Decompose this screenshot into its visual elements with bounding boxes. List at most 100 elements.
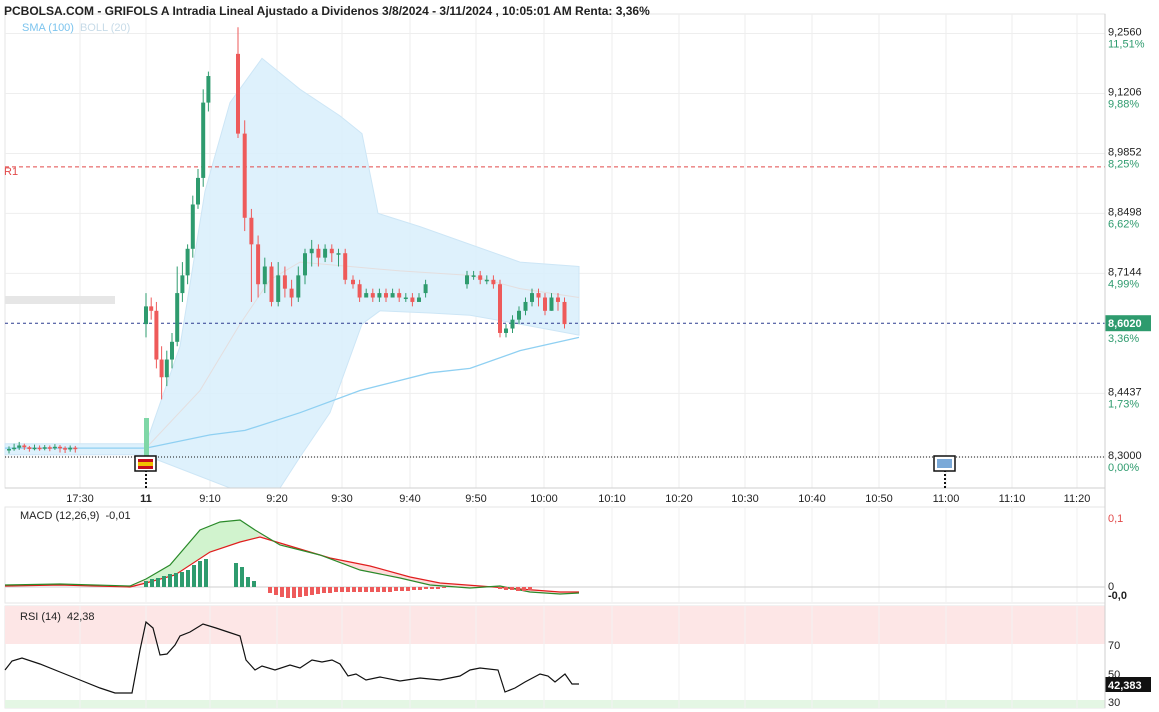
candle-body bbox=[423, 284, 428, 294]
indicator-legend: SMA (100) BOLL (20) bbox=[22, 22, 130, 34]
candle-body bbox=[543, 297, 547, 311]
macd-histogram-bar bbox=[286, 587, 290, 598]
price-tick-label: 9,1206 bbox=[1108, 86, 1142, 98]
candle-body bbox=[562, 301, 567, 325]
macd-histogram-bar bbox=[504, 587, 508, 590]
macd-histogram-bar bbox=[376, 587, 380, 592]
macd-histogram-bar bbox=[174, 573, 178, 587]
candle-body bbox=[276, 275, 281, 302]
candle-body bbox=[397, 293, 402, 298]
rsi-axis-label: 70 bbox=[1108, 640, 1120, 652]
macd-histogram-bar bbox=[280, 587, 284, 597]
opening-bar bbox=[144, 418, 149, 461]
rsi-overbought-zone bbox=[5, 606, 1105, 644]
rsi-line bbox=[4, 620, 579, 694]
spain-flag-stripe bbox=[138, 466, 153, 469]
candle-body bbox=[196, 177, 200, 205]
resistance-label: R1 bbox=[4, 166, 19, 178]
macd-histogram-bar bbox=[162, 576, 166, 587]
price-tick-label: 8,3000 bbox=[1108, 450, 1142, 462]
candle-body bbox=[17, 445, 22, 448]
percent-tick-label: 1,73% bbox=[1108, 398, 1139, 410]
candle-body bbox=[410, 297, 415, 302]
candle-body bbox=[390, 293, 395, 298]
time-tick-label: 9:40 bbox=[399, 493, 420, 505]
macd-histogram-bar bbox=[246, 577, 250, 587]
price-tick-label: 8,8498 bbox=[1108, 206, 1142, 218]
macd-histogram-bar bbox=[430, 587, 434, 589]
percent-tick-label: 11,51% bbox=[1108, 38, 1145, 50]
macd-histogram-bar bbox=[400, 587, 404, 591]
macd-histogram-bar bbox=[198, 561, 202, 587]
rsi-current-label: 42,383 bbox=[1108, 680, 1142, 692]
macd-axis-label: -0,0 bbox=[1108, 590, 1127, 602]
macd-axis-label: 0 bbox=[1108, 581, 1114, 593]
candle-body bbox=[63, 448, 68, 450]
candle-body bbox=[185, 248, 190, 276]
candle-body bbox=[289, 288, 294, 298]
news-event-icon-fill bbox=[937, 459, 952, 468]
candle-body bbox=[149, 306, 154, 311]
candle-body bbox=[236, 53, 240, 134]
candle-body bbox=[510, 319, 515, 329]
percent-tick-label: 0,00% bbox=[1108, 462, 1139, 474]
macd-histogram-bar bbox=[304, 587, 308, 596]
macd-panel-frame bbox=[4, 506, 1106, 604]
macd-histogram-bar bbox=[406, 587, 410, 591]
macd-histogram-bar bbox=[418, 587, 422, 590]
candle-body bbox=[549, 297, 554, 311]
macd-line bbox=[4, 519, 580, 595]
candle-body bbox=[517, 310, 521, 320]
candle-body bbox=[22, 445, 27, 448]
candle-body bbox=[282, 275, 287, 289]
percent-tick-label: 9,88% bbox=[1108, 98, 1139, 110]
candle-body bbox=[47, 447, 52, 449]
candle-body bbox=[144, 306, 148, 325]
macd-histogram-bar bbox=[168, 574, 172, 587]
rsi-axis-label: 30 bbox=[1108, 697, 1120, 709]
candle-body bbox=[364, 293, 369, 298]
boll-label[interactable]: BOLL (20) bbox=[79, 22, 131, 34]
candle-body bbox=[504, 328, 508, 333]
candle-body bbox=[249, 217, 254, 245]
macd-histogram-bar bbox=[412, 587, 416, 590]
time-tick-label: 9:30 bbox=[331, 493, 352, 505]
macd-histogram-bar bbox=[358, 587, 362, 592]
rsi-title: RSI (14) 42,38 bbox=[20, 611, 95, 623]
macd-histogram-bar bbox=[234, 563, 238, 587]
macd-histogram-bar bbox=[442, 587, 446, 588]
candle-body bbox=[262, 266, 267, 285]
candle-body bbox=[58, 446, 62, 449]
candle-body bbox=[478, 275, 483, 280]
macd-histogram-bar bbox=[352, 587, 356, 592]
candle-body bbox=[556, 297, 560, 302]
candle-body bbox=[256, 244, 261, 285]
candle-body bbox=[329, 248, 334, 254]
macd-histogram-bar bbox=[394, 587, 398, 591]
macd-histogram-bar bbox=[328, 587, 332, 593]
candle-body bbox=[42, 447, 47, 449]
macd-histogram-bar bbox=[436, 587, 440, 589]
candle-body bbox=[309, 248, 314, 254]
candle-body bbox=[52, 446, 57, 449]
candle-body bbox=[303, 253, 307, 276]
candle-body bbox=[316, 248, 321, 258]
candle-body bbox=[190, 204, 195, 249]
candle-body bbox=[154, 310, 159, 360]
macd-histogram-bar bbox=[316, 587, 320, 594]
macd-histogram-bar bbox=[424, 587, 428, 589]
macd-histogram-bar bbox=[334, 587, 338, 592]
macd-histogram-bar bbox=[340, 587, 344, 592]
macd-histogram-bar bbox=[498, 587, 502, 589]
macd-histogram-bar bbox=[298, 587, 302, 597]
sma-label[interactable]: SMA (100) bbox=[22, 22, 74, 34]
macd-histogram-bar bbox=[186, 570, 190, 587]
macd-histogram-bar bbox=[370, 587, 374, 592]
candle-body bbox=[7, 449, 11, 451]
time-tick-label: 10:20 bbox=[665, 493, 693, 505]
candle-body bbox=[343, 253, 348, 280]
macd-histogram-bar bbox=[192, 565, 196, 587]
time-tick-label: 11:10 bbox=[999, 493, 1026, 505]
price-tick-label: 8,9852 bbox=[1108, 146, 1142, 158]
